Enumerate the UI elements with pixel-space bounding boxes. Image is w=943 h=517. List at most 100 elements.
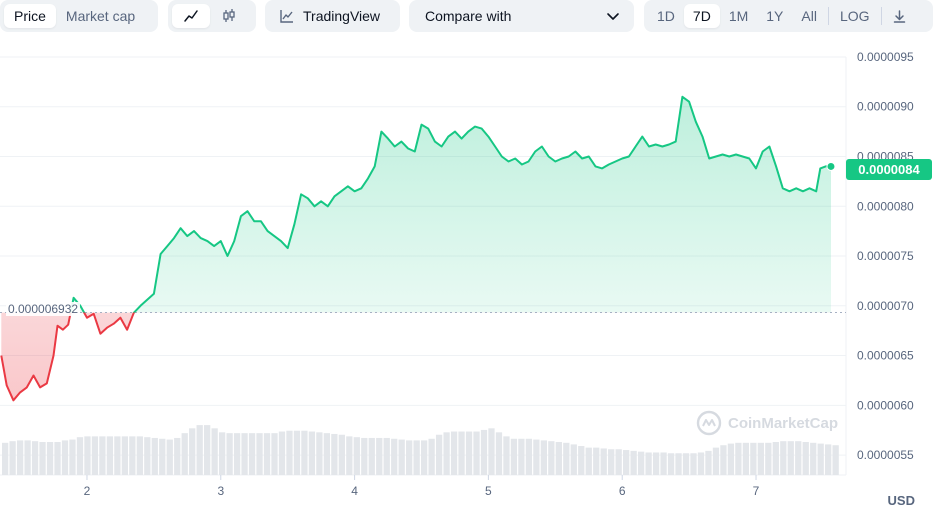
volume-bar — [495, 432, 503, 475]
current-price-tag: 0.0000084 — [846, 159, 932, 180]
volume-bar — [278, 431, 286, 475]
x-tick-label: 4 — [351, 484, 358, 498]
volume-bar — [555, 441, 562, 475]
range-divider — [827, 7, 829, 25]
volume-bar — [810, 442, 817, 475]
x-tick-label: 3 — [217, 484, 224, 498]
line-chart-button[interactable] — [172, 4, 210, 28]
y-tick-label: 0.0000080 — [857, 199, 914, 213]
compare-with-dropdown[interactable]: Compare with — [409, 0, 634, 32]
chart-toolbar: Price Market cap TradingView Compare wit… — [0, 0, 943, 32]
volume-bar — [802, 441, 809, 475]
volume-bar — [563, 442, 570, 475]
volume-bar — [286, 430, 293, 475]
y-tick-label: 0.0000055 — [857, 448, 914, 462]
volume-bar — [218, 432, 226, 475]
volume-bar — [391, 438, 398, 475]
volume-bar — [518, 438, 525, 475]
volume-bar — [488, 428, 495, 475]
volume-bar — [293, 430, 301, 475]
volume-bar — [503, 436, 510, 475]
volume-bar — [697, 452, 705, 475]
watermark-text: CoinMarketCap — [728, 414, 839, 432]
volume-bar — [772, 441, 779, 475]
current-price-dot — [826, 161, 836, 171]
currency-label: USD — [887, 493, 915, 508]
y-tick-label: 0.0000065 — [857, 349, 914, 363]
y-tick-label: 0.0000090 — [857, 100, 914, 114]
x-tick-label: 6 — [619, 484, 626, 498]
volume-bar — [211, 428, 218, 475]
volume-bar — [16, 440, 24, 475]
volume-bar — [832, 445, 839, 475]
range-1d-button[interactable]: 1D — [657, 8, 675, 24]
tab-price[interactable]: Price — [4, 4, 56, 28]
volume-bar — [406, 440, 413, 475]
y-axis: 0.0000055 0.0000060 0.0000065 0.0000070 0.00… — [857, 50, 914, 462]
volume-bar — [660, 452, 667, 475]
range-1m-button[interactable]: 1M — [728, 8, 749, 24]
volume-bar — [421, 440, 428, 475]
log-scale-button[interactable]: LOG — [839, 8, 870, 24]
volume-bar — [428, 438, 435, 475]
volume-bar — [637, 451, 645, 475]
volume-bar — [435, 434, 443, 475]
volume-bar — [361, 437, 368, 475]
volume-bar — [106, 436, 114, 475]
range-7d-button[interactable]: 7D — [683, 4, 720, 28]
volume-bar — [256, 433, 263, 475]
candlestick-button[interactable] — [210, 4, 248, 28]
range-1y-button[interactable]: 1Y — [766, 8, 784, 24]
open-price-label: 0.000006932 — [6, 302, 81, 316]
volume-bars — [2, 425, 839, 475]
tradingview-icon — [280, 10, 293, 23]
volume-bar — [241, 433, 248, 475]
volume-bar — [233, 433, 241, 475]
tab-market-cap[interactable]: Market cap — [65, 8, 136, 24]
volume-bar — [226, 433, 233, 475]
download-button[interactable] — [884, 4, 915, 28]
chevron-down-icon — [607, 13, 619, 20]
volume-bar — [121, 436, 128, 475]
volume-bar — [742, 442, 750, 475]
volume-bar — [91, 436, 99, 475]
volume-bar — [368, 437, 375, 475]
volume-bar — [248, 433, 256, 475]
volume-bar — [675, 453, 682, 475]
volume-bar — [353, 437, 360, 475]
volume-bar — [652, 452, 660, 475]
volume-bar — [413, 440, 420, 475]
volume-bar — [510, 438, 518, 475]
tradingview-button[interactable]: TradingView — [265, 0, 400, 32]
compare-with-label: Compare with — [425, 8, 512, 24]
time-range-selector: 1D 7D 1M 1Y All LOG — [644, 0, 933, 32]
volume-bar — [473, 431, 480, 475]
y-tick-label: 0.0000075 — [857, 249, 914, 263]
x-axis: 2 3 4 5 6 7 — [84, 475, 760, 498]
volume-bar — [705, 450, 712, 475]
volume-bar — [204, 425, 211, 475]
volume-bar — [825, 444, 832, 475]
volume-bar — [196, 425, 203, 475]
volume-bar — [398, 439, 405, 475]
volume-bar — [480, 429, 488, 475]
x-tick-label: 5 — [485, 484, 492, 498]
volume-bar — [443, 432, 450, 475]
volume-bar — [570, 444, 577, 475]
volume-bar — [630, 450, 637, 475]
volume-bar — [338, 434, 345, 475]
volume-bar — [271, 433, 278, 475]
volume-bar — [593, 447, 600, 475]
volume-bar — [727, 443, 735, 475]
volume-bar — [795, 441, 802, 475]
volume-bar — [301, 430, 308, 475]
chart-type-toggle — [168, 0, 256, 32]
range-all-button[interactable]: All — [801, 8, 817, 24]
volume-bar — [31, 441, 39, 475]
volume-bar — [525, 438, 533, 475]
volume-bar — [765, 442, 772, 475]
volume-bar — [24, 440, 31, 475]
price-area-fill — [1, 96, 831, 401]
y-tick-label: 0.0000060 — [857, 398, 914, 412]
